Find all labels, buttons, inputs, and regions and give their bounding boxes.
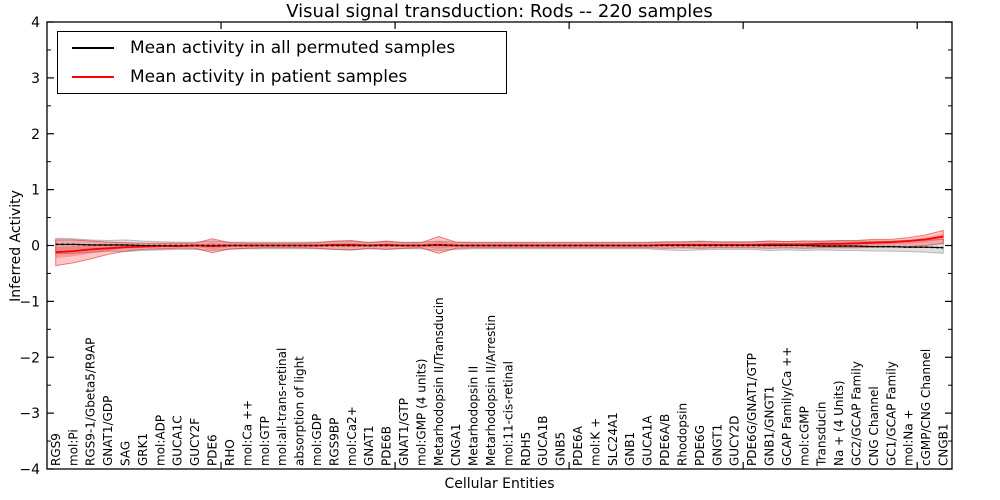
x-tick-label: CNGB1	[936, 423, 950, 466]
y-tick-label: −2	[19, 350, 40, 366]
chart-title: Visual signal transduction: Rods -- 220 …	[286, 1, 713, 22]
x-tick-label: GNB1/GNGT1	[762, 386, 776, 466]
x-tick-label: GNAT1/GTP	[397, 398, 411, 466]
x-tick-label: SLC24A1	[606, 412, 620, 466]
x-tick-label: GNB1	[623, 432, 637, 466]
x-tick-label: PDE6G	[693, 425, 707, 466]
x-tick-label: GRK1	[136, 433, 150, 466]
x-tick-label: mol:Na +	[902, 409, 916, 466]
legend: Mean activity in all permuted samples Me…	[57, 31, 507, 94]
x-tick-label: PDE6A/B	[658, 414, 672, 466]
x-tick-label: mol:GTP	[258, 416, 272, 466]
permuted-mean-line-markers	[55, 243, 944, 249]
x-tick-label: GUCA1C	[171, 415, 185, 466]
x-tick-label: mol:Ca ++	[240, 400, 254, 466]
y-tick-label: −3	[19, 406, 40, 422]
y-tick-label: 0	[31, 239, 40, 255]
y-tick-label: 2	[31, 127, 40, 143]
x-tick-label: PDE6B	[380, 426, 394, 466]
x-tick-label: mol:Pi	[66, 429, 80, 466]
x-tick-label: RGS9BP	[327, 418, 341, 466]
x-tick-label: mol:ADP	[153, 415, 167, 466]
y-axis-label: Inferred Activity	[8, 190, 24, 302]
legend-line-sample-patient	[72, 76, 114, 78]
legend-row-permuted: Mean activity in all permuted samples	[72, 38, 506, 58]
x-tick-label: GUCA1A	[641, 415, 655, 466]
x-tick-label: absorption of light	[293, 356, 307, 466]
x-tick-label: mol:Ca2+	[345, 406, 359, 466]
x-tick-label: GNAT1	[362, 425, 376, 466]
x-tick-label: mol:11-cis-retinal	[501, 361, 515, 466]
x-tick-label: Metarhodopsin II/Arrestin	[484, 315, 498, 466]
x-tick-label: GUCY2F	[188, 418, 202, 466]
x-tick-label: Na + (4 Units)	[832, 380, 846, 466]
legend-line-sample-permuted	[72, 47, 114, 49]
x-tick-label: Rhodopsin	[675, 403, 689, 466]
x-tick-label: cGMP/CNG Channel	[919, 349, 933, 466]
x-tick-label: GC2/GCAP Family	[849, 361, 863, 466]
x-tick-label: PDE6	[206, 434, 220, 466]
x-tick-label: RHO	[223, 439, 237, 466]
x-tick-label: Metarhodopsin II	[467, 366, 481, 466]
y-tick-label: 1	[31, 183, 40, 199]
x-tick-label: mol:all-trans-retinal	[275, 348, 289, 466]
x-tick-label: GNB5	[554, 432, 568, 466]
x-tick-label: Metarhodopsin II/Transducin	[432, 297, 446, 466]
x-tick-label: RDH5	[519, 432, 533, 466]
x-tick-label: SAG	[119, 441, 133, 466]
x-tick-label: mol:K +	[588, 418, 602, 466]
x-tick-label: mol:GDP	[310, 414, 324, 466]
x-axis-label: Cellular Entities	[444, 476, 555, 492]
y-tick-label: 4	[31, 15, 40, 31]
x-tick-label: mol:GMP (4 units)	[414, 359, 428, 466]
y-tick-label: −4	[19, 462, 40, 478]
x-tick-label: GNGT1	[710, 424, 724, 466]
patient-samples-envelope-band	[55, 229, 944, 267]
legend-row-patient: Mean activity in patient samples	[72, 67, 506, 87]
x-tick-label: Transducin	[815, 402, 829, 467]
x-tick-label: mol:cGMP	[797, 406, 811, 466]
legend-label-patient: Mean activity in patient samples	[130, 67, 408, 87]
x-tick-label: GUCY2D	[728, 416, 742, 466]
x-tick-label: GNAT1/GDP	[101, 396, 115, 466]
y-tick-label: −1	[19, 294, 40, 310]
x-tick-label: PDE6A	[571, 425, 585, 466]
x-tick-label: GCAP Family/Ca ++	[780, 347, 794, 466]
x-tick-label: RGS9-1/Gbeta5/R9AP	[84, 338, 98, 466]
x-tick-label: GC1/GCAP Family	[884, 361, 898, 466]
legend-label-permuted: Mean activity in all permuted samples	[130, 38, 456, 58]
y-tick-label: 3	[31, 71, 40, 87]
x-tick-label: RGS9	[49, 433, 63, 466]
x-tick-label: CNGA1	[449, 424, 463, 467]
x-tick-label: PDE6G/GNAT1/GTP	[745, 353, 759, 466]
x-tick-label: CNG Channel	[867, 386, 881, 466]
x-tick-label: GUCA1B	[536, 415, 550, 466]
